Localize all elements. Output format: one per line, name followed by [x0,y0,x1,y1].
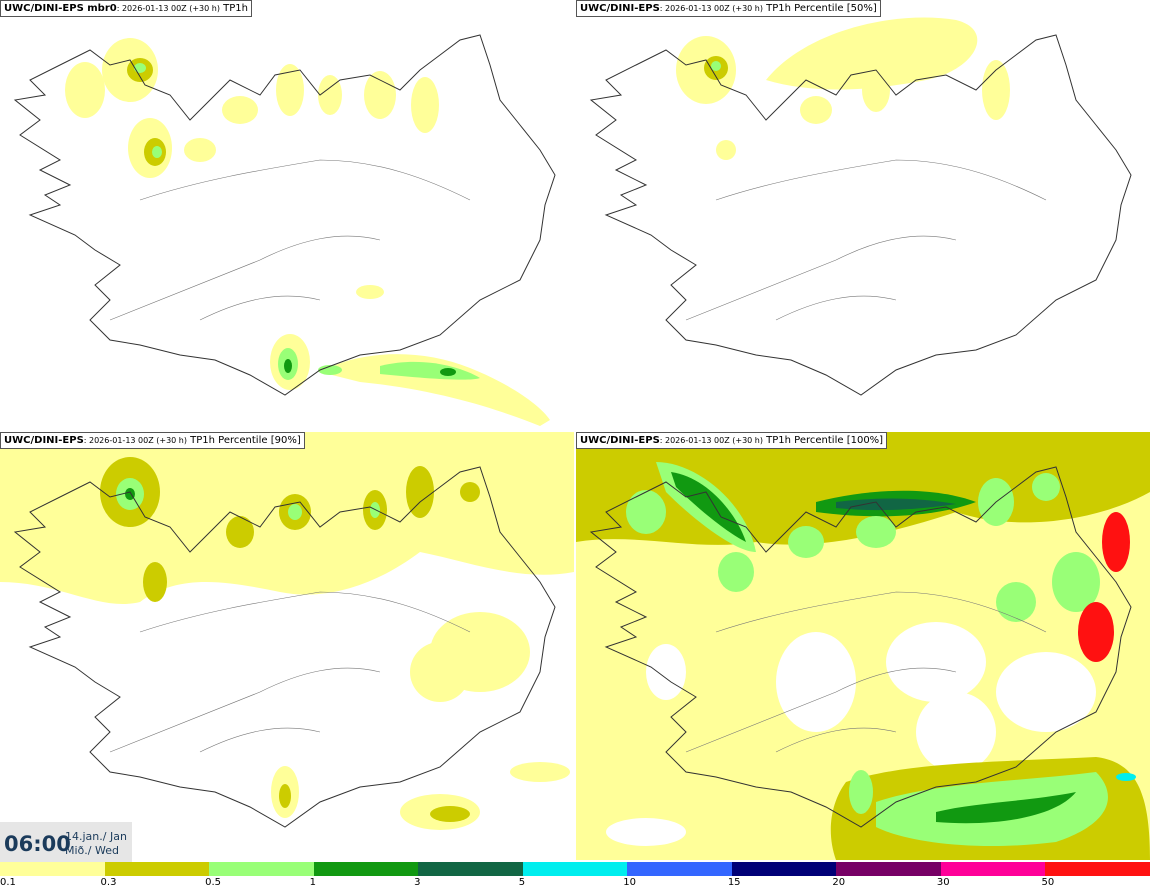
colorbar-swatch [836,862,941,876]
colorbar-swatch [0,862,105,876]
map-panel-p90: UWC/DINI-EPS: 2026-01-13 00Z (+30 h) TP1… [0,432,574,860]
coastline [589,466,1132,828]
colorbar-tick-label: 10 [623,877,636,888]
colorbar-swatch [209,862,314,876]
colorbar-swatch [627,862,732,876]
valid-date: 14.jan./ Jan [65,830,127,843]
coastline [589,34,1132,396]
colorbar-tick-label: 0.5 [205,877,221,888]
colorbar-labels: 0.1 0.3 0.5 1 3 5 10 15 20 30 50 [0,877,1150,891]
valid-time-clock: 06:00 [4,832,71,856]
roads [685,591,1047,753]
panel-title: UWC/DINI-EPS: 2026-01-13 00Z (+30 h) TP1… [0,432,305,449]
map-panel-mbr0: UWC/DINI-EPS mbr0: 2026-01-13 00Z (+30 h… [0,0,574,428]
precip-map-mbr0 [13,34,556,426]
colorbar-swatch [418,862,523,876]
colorbar-swatch [313,862,419,876]
colorbar-tick-label: 30 [936,877,950,888]
valid-time-box: 06:00 14.jan./ Jan Mið./ Wed [0,822,132,862]
colorbar [0,862,1150,876]
coastline [13,466,556,828]
precip-field [0,432,574,830]
precip-field [576,432,1150,860]
colorbar-tick-label: 3 [414,877,421,888]
colorbar-tick-label: 15 [727,877,741,888]
precip-map-p100 [576,432,1150,860]
precip-map-p50 [589,17,1132,396]
coastline [13,34,556,396]
colorbar-swatch [104,862,210,876]
colorbar-swatch [1045,862,1150,876]
valid-weekday: Mið./ Wed [65,844,119,857]
panel-title: UWC/DINI-EPS mbr0: 2026-01-13 00Z (+30 h… [0,0,252,17]
colorbar-tick-label: 20 [832,877,846,888]
roads [109,159,471,321]
colorbar-tick-label: 50 [1041,877,1055,888]
colorbar-swatch [731,862,837,876]
roads [109,591,471,753]
colorbar-tick-label: 0.3 [100,877,117,888]
roads [685,159,1047,321]
panel-title: UWC/DINI-EPS: 2026-01-13 00Z (+30 h) TP1… [576,432,888,449]
colorbar-tick-label: 5 [518,877,526,888]
precip-map-p90 [0,432,574,830]
colorbar-swatch [522,862,628,876]
panel-title: UWC/DINI-EPS: 2026-01-13 00Z (+30 h) TP1… [576,0,881,17]
colorbar-tick-label: 0.1 [0,877,16,888]
colorbar-swatch [940,862,1046,876]
precip-field [676,17,1010,160]
map-panel-p100: UWC/DINI-EPS: 2026-01-13 00Z (+30 h) TP1… [576,432,1150,860]
precip-field [65,38,550,426]
map-panel-p50: UWC/DINI-EPS: 2026-01-13 00Z (+30 h) TP1… [576,0,1150,428]
colorbar-tick-label: 1 [309,877,316,888]
